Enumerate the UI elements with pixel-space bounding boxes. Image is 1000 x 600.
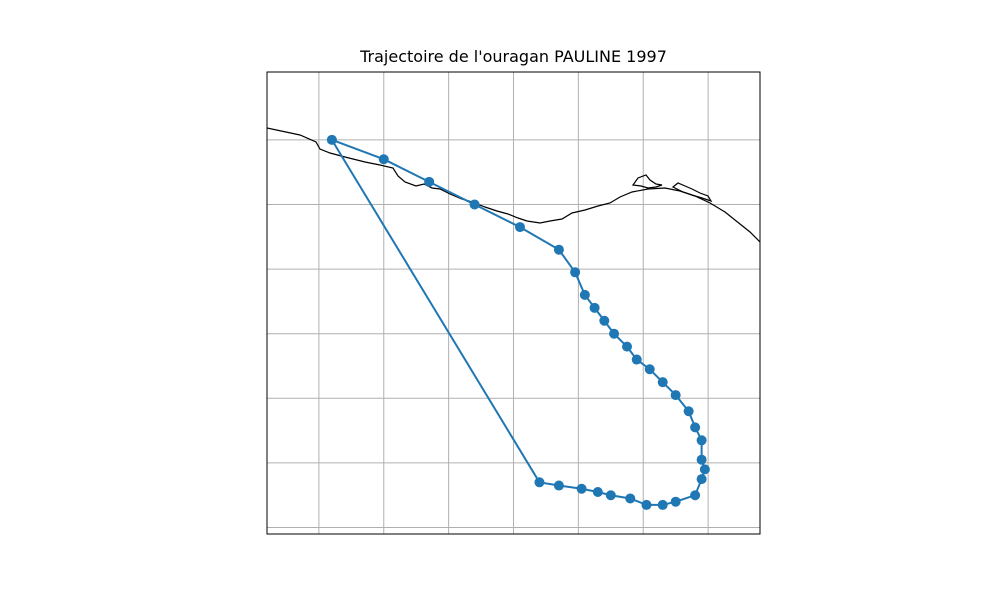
- track-point: [696, 474, 707, 485]
- track-point: [699, 464, 710, 475]
- track-line: [331, 138, 706, 506]
- track-point: [605, 490, 616, 501]
- plot-frame: [266, 71, 761, 535]
- track-point: [469, 199, 480, 210]
- track-point: [657, 499, 668, 510]
- track-point: [326, 134, 337, 145]
- coastline-lagoon-1: [631, 174, 663, 189]
- track-point: [553, 480, 564, 491]
- track-point: [696, 454, 707, 465]
- track-point: [553, 244, 564, 255]
- coastline-mainland: [267, 127, 760, 243]
- coastline: [267, 127, 760, 243]
- track-point: [690, 490, 701, 501]
- track-point: [625, 493, 636, 504]
- track-point: [514, 222, 525, 233]
- track-point: [599, 315, 610, 326]
- track-point: [378, 154, 389, 165]
- track-point: [644, 364, 655, 375]
- track-point: [592, 487, 603, 497]
- track-point: [696, 435, 707, 446]
- track-point: [609, 328, 620, 339]
- track-point: [657, 377, 668, 388]
- coastline-lagoon-2: [671, 182, 713, 203]
- track-point: [579, 289, 590, 300]
- track-point: [670, 496, 681, 507]
- track-point: [631, 354, 642, 365]
- track-point: [683, 406, 694, 417]
- hurricane-track: [326, 134, 710, 510]
- grid: [267, 72, 760, 534]
- track-point: [424, 176, 435, 187]
- track-point: [534, 477, 545, 488]
- track-point: [641, 499, 652, 510]
- chart-title: Trajectoire de l'ouragan PAULINE 1997: [360, 47, 667, 66]
- track-point: [576, 483, 587, 494]
- track-point: [690, 422, 701, 433]
- track-point: [670, 390, 681, 401]
- track-point: [589, 302, 600, 313]
- track-point: [622, 341, 633, 352]
- track-point: [570, 267, 581, 278]
